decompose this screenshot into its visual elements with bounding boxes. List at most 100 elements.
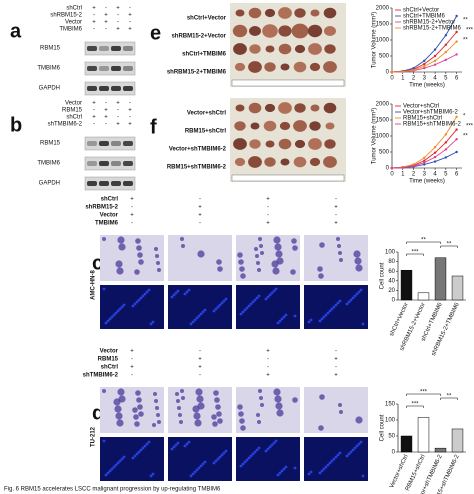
y-tick-label: 0	[392, 298, 396, 304]
nucleus	[272, 441, 276, 445]
tumor	[234, 121, 246, 131]
panel-label: c	[92, 252, 103, 274]
stain	[175, 392, 179, 396]
nucleus	[104, 321, 108, 325]
group-label: Vector+shTMBIM6-2	[169, 147, 227, 153]
nucleus	[201, 310, 205, 314]
micrograph	[304, 387, 368, 433]
stain	[152, 423, 156, 427]
tumor	[234, 62, 246, 72]
bar	[451, 428, 464, 453]
nucleus	[247, 456, 251, 460]
stain	[215, 404, 221, 410]
nucleus	[353, 294, 357, 298]
nucleus	[318, 319, 322, 323]
x-tick-label: 1	[401, 172, 405, 178]
point	[412, 68, 415, 72]
nucleus	[145, 442, 149, 446]
nucleus	[318, 471, 322, 475]
bar	[434, 257, 447, 301]
stain	[291, 238, 297, 244]
stain	[114, 405, 122, 413]
stain	[338, 251, 342, 255]
tumor	[265, 45, 275, 53]
nucleus	[195, 468, 199, 472]
nucleus	[253, 450, 257, 454]
nucleus	[116, 309, 120, 313]
legend-label: shRBM15-2+Vector	[403, 20, 455, 26]
nucleus	[351, 448, 355, 452]
band	[111, 86, 121, 91]
tumor	[293, 156, 307, 168]
stain	[117, 388, 125, 396]
group-label: RBM15+shTMBIM6-2	[167, 165, 227, 171]
condition-label: Vector	[100, 349, 119, 355]
sign: +	[266, 197, 270, 203]
stain	[292, 245, 298, 251]
y-axis-label: Tumor Volume (mm³)	[372, 12, 378, 68]
stain	[216, 411, 222, 417]
micrograph	[236, 235, 300, 281]
sign: +	[92, 20, 96, 26]
stain	[260, 403, 264, 407]
nucleus	[245, 306, 249, 310]
condition-label: Vector	[65, 101, 82, 107]
stain	[260, 251, 264, 255]
sign: -	[131, 357, 133, 363]
band	[99, 141, 109, 146]
nucleus	[122, 303, 126, 307]
nucleus	[110, 315, 114, 319]
legend-label: RBM15+shCtrl	[403, 116, 442, 122]
nucleus	[320, 469, 324, 473]
nucleus	[118, 459, 122, 463]
nucleus	[357, 442, 361, 446]
nucleus	[349, 450, 353, 454]
band	[123, 46, 133, 51]
point	[423, 161, 426, 164]
panel-label: b	[10, 114, 22, 136]
stain	[355, 264, 363, 272]
point	[390, 166, 394, 170]
stain	[192, 405, 200, 413]
band	[111, 161, 121, 166]
sign: -	[335, 365, 337, 371]
stain	[258, 389, 262, 393]
bracket	[440, 245, 458, 248]
nucleus	[137, 450, 141, 454]
tumor	[233, 43, 247, 55]
stain	[274, 243, 282, 251]
nucleus	[116, 461, 120, 465]
nucleus	[347, 452, 351, 456]
sign: +	[266, 349, 270, 355]
sign: -	[267, 357, 269, 363]
point	[433, 48, 437, 51]
nucleus	[114, 463, 118, 467]
condition-label: shTMBIM6-2	[83, 373, 119, 379]
group-label: shCtrl+Vector	[187, 16, 227, 22]
nucleus	[183, 292, 187, 296]
stain	[116, 419, 124, 427]
stain	[353, 250, 361, 258]
sign: -	[105, 101, 107, 107]
stain	[113, 398, 121, 406]
nucleus	[274, 287, 278, 291]
nucleus	[201, 462, 205, 466]
tumor	[323, 61, 337, 73]
nucleus	[253, 298, 257, 302]
dapi	[168, 285, 232, 329]
stain	[132, 407, 138, 413]
sign: -	[117, 108, 119, 114]
band	[123, 66, 133, 71]
stain	[319, 242, 325, 248]
ruler	[231, 79, 345, 87]
sign: -	[93, 108, 95, 114]
nucleus	[131, 456, 135, 460]
nucleus	[189, 474, 193, 478]
nucleus	[214, 307, 218, 311]
tumor	[293, 61, 307, 73]
tumor	[324, 26, 336, 36]
stain	[194, 419, 202, 427]
point	[412, 66, 415, 70]
tumor	[280, 158, 290, 166]
nucleus	[334, 303, 338, 307]
